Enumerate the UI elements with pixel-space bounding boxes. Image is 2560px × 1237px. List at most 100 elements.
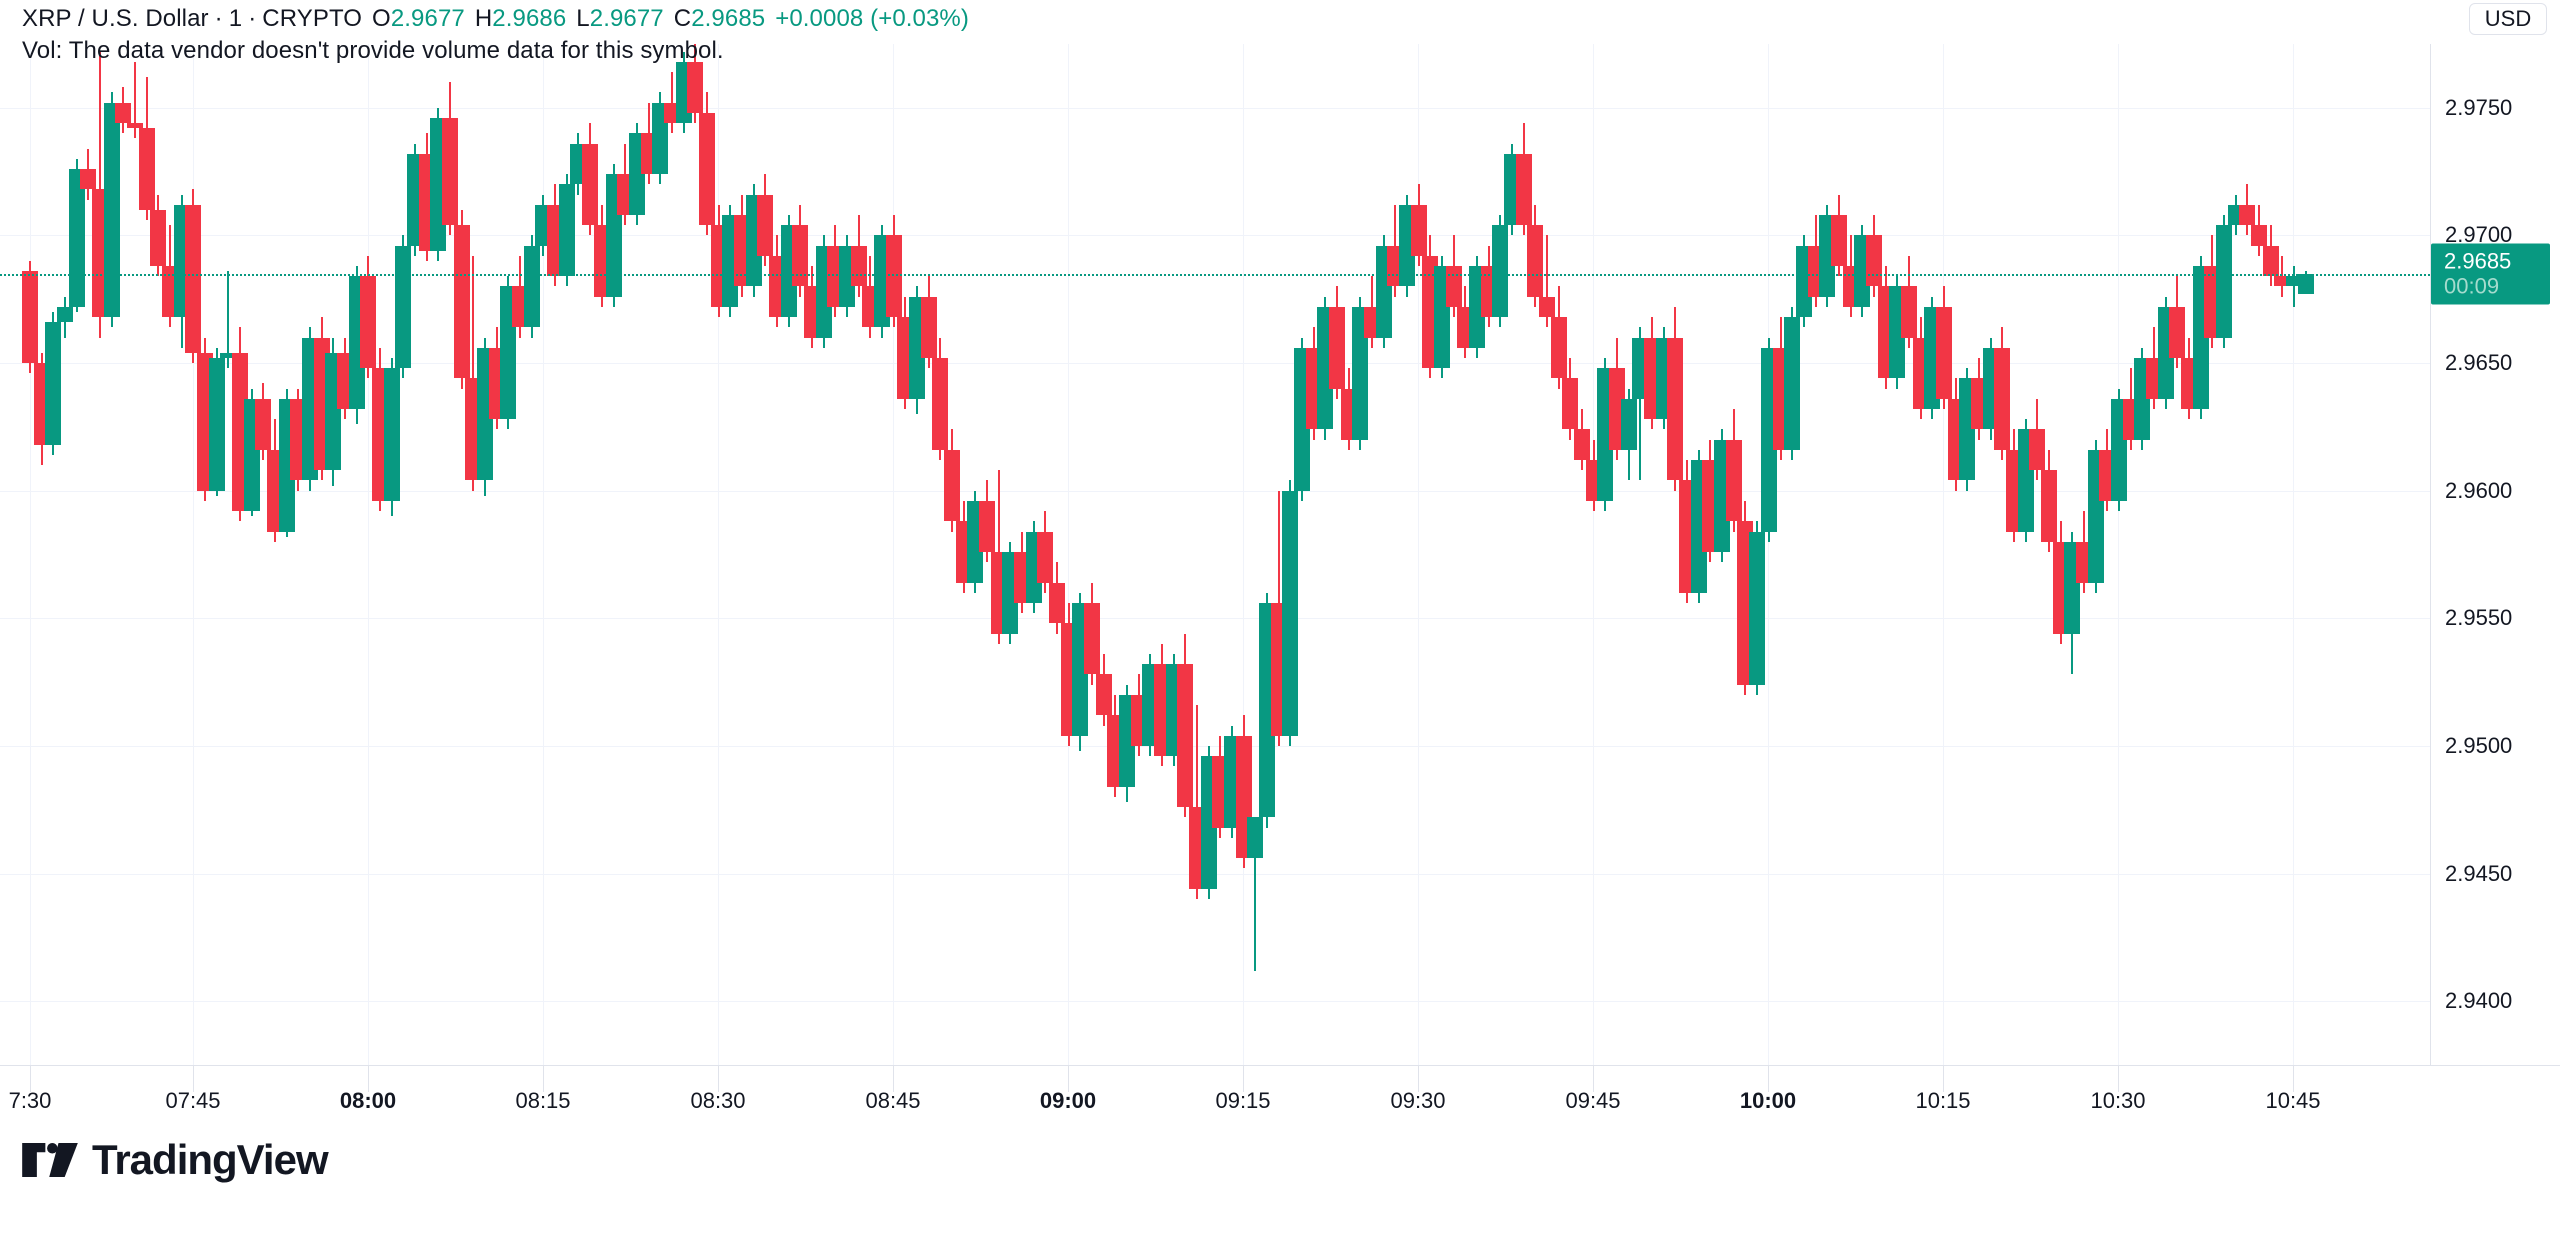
candlestick[interactable] xyxy=(558,44,575,1065)
candlestick[interactable] xyxy=(1445,44,1462,1065)
candlestick[interactable] xyxy=(2040,44,2057,1065)
gridline-horizontal xyxy=(0,1001,2430,1003)
candlestick[interactable] xyxy=(57,44,73,1065)
candlestick[interactable] xyxy=(1515,44,1532,1065)
tradingview-logo-icon xyxy=(22,1143,78,1177)
candlestick[interactable] xyxy=(1247,44,1264,1065)
time-tick-mark xyxy=(30,1066,31,1092)
time-tick-mark xyxy=(1943,1066,1944,1092)
candlestick[interactable] xyxy=(1784,44,1801,1065)
candlestick[interactable] xyxy=(138,44,155,1065)
candlestick[interactable] xyxy=(2285,44,2302,1065)
candlestick[interactable] xyxy=(1282,44,1299,1065)
time-tick-mark xyxy=(1593,1066,1594,1092)
candlestick[interactable] xyxy=(1562,44,1579,1065)
time-axis[interactable]: 7:30 07:45 08:00 08:15 08:30 08:45 09:00 09:15 0… xyxy=(0,1065,2560,1113)
candlestick[interactable] xyxy=(103,44,120,1065)
candlestick[interactable] xyxy=(395,44,412,1065)
candlestick[interactable] xyxy=(127,44,144,1065)
candlestick[interactable] xyxy=(1935,44,1952,1065)
candlestick[interactable] xyxy=(383,44,400,1065)
candlestick[interactable] xyxy=(757,44,774,1065)
candlestick[interactable] xyxy=(978,44,995,1065)
candlestick[interactable] xyxy=(2239,44,2256,1065)
candlestick-body xyxy=(1550,317,1567,379)
tradingview-logo[interactable]: TradingView xyxy=(22,1136,329,1184)
gridline-horizontal xyxy=(0,490,2430,492)
candlestick[interactable] xyxy=(220,44,237,1065)
candlestick[interactable] xyxy=(1574,44,1591,1065)
candlestick[interactable] xyxy=(687,44,704,1065)
candlestick[interactable] xyxy=(932,44,949,1065)
candlestick[interactable] xyxy=(1329,44,1346,1065)
candlestick[interactable] xyxy=(885,44,902,1065)
gridline-vertical xyxy=(1593,44,1594,1065)
candlestick[interactable] xyxy=(1083,44,1100,1065)
candlestick[interactable] xyxy=(1048,44,1065,1065)
candlestick[interactable] xyxy=(1667,44,1684,1065)
candlestick[interactable] xyxy=(1177,44,1194,1065)
symbol-ohlc-line[interactable]: XRP / U.S. Dollar · 1 · CRYPTO O2.9677 H2.9686… xyxy=(22,4,969,34)
candlestick[interactable] xyxy=(698,44,715,1065)
candlestick[interactable] xyxy=(1095,44,1112,1065)
low-value: 2.9677 xyxy=(589,5,664,32)
time-tick-mark xyxy=(2118,1066,2119,1092)
candlestick[interactable] xyxy=(150,44,167,1065)
current-price-badge[interactable]: 2.9685 00:09 xyxy=(2431,243,2550,305)
candlestick[interactable] xyxy=(2250,44,2267,1065)
candlestick[interactable] xyxy=(1550,44,1567,1065)
candlestick[interactable] xyxy=(442,44,459,1065)
candlestick[interactable] xyxy=(453,44,470,1065)
candlestick-body xyxy=(1515,153,1532,226)
candlestick[interactable] xyxy=(850,44,867,1065)
candlestick[interactable] xyxy=(1620,44,1637,1065)
candlestick[interactable] xyxy=(1410,44,1427,1065)
candlestick[interactable] xyxy=(22,44,38,1065)
candlestick[interactable] xyxy=(1492,44,1509,1065)
time-tick-label: 10:30 xyxy=(2090,1088,2146,1113)
candlestick[interactable] xyxy=(1900,44,1917,1065)
time-tick-label: 08:15 xyxy=(515,1088,571,1113)
candlestick[interactable] xyxy=(208,44,225,1065)
candlestick[interactable] xyxy=(2262,44,2279,1065)
candlestick-wick xyxy=(134,61,137,139)
candlestick[interactable] xyxy=(1352,44,1369,1065)
candlestick[interactable] xyxy=(2274,44,2291,1065)
candlestick-wick xyxy=(472,255,475,491)
candlestick[interactable] xyxy=(920,44,937,1065)
candlestick[interactable] xyxy=(115,44,132,1065)
candlestick[interactable] xyxy=(255,44,272,1065)
price-axis[interactable]: 2.9750 2.9700 2.9650 2.9600 2.9550 2.9500 2.94… xyxy=(2430,44,2560,1065)
candlestick-wick xyxy=(1546,235,1549,328)
candlestick[interactable] xyxy=(792,44,809,1065)
candlestick[interactable] xyxy=(1749,44,1766,1065)
candlestick[interactable] xyxy=(68,44,85,1065)
candlestick[interactable] xyxy=(1527,44,1544,1065)
candlestick[interactable] xyxy=(1539,44,1556,1065)
candlestick[interactable] xyxy=(523,44,540,1065)
candlestick[interactable] xyxy=(2029,44,2046,1065)
exchange-label: CRYPTO xyxy=(262,5,363,32)
chart-plot-area[interactable] xyxy=(0,44,2430,1065)
candlestick[interactable] xyxy=(943,44,960,1065)
candlestick[interactable] xyxy=(1037,44,1054,1065)
currency-button[interactable]: USD xyxy=(2469,3,2547,35)
gridline-horizontal xyxy=(0,618,2430,620)
candlestick[interactable] xyxy=(45,44,62,1065)
candlestick-body xyxy=(2250,225,2267,246)
candlestick[interactable] xyxy=(1725,44,1742,1065)
candlestick[interactable] xyxy=(582,44,599,1065)
candlestick[interactable] xyxy=(360,44,377,1065)
candlestick[interactable] xyxy=(1830,44,1847,1065)
low-label: L xyxy=(576,5,590,32)
candlestick[interactable] xyxy=(1994,44,2011,1065)
candlestick[interactable] xyxy=(2169,44,2186,1065)
candlestick[interactable] xyxy=(185,44,202,1065)
candlestick-body xyxy=(1037,531,1054,583)
candlestick[interactable] xyxy=(2297,44,2314,1065)
gridline-vertical xyxy=(30,44,31,1065)
interval-label[interactable]: 1 xyxy=(228,5,243,32)
candlestick[interactable] xyxy=(80,44,97,1065)
candlestick[interactable] xyxy=(2215,44,2232,1065)
symbol-name[interactable]: XRP / U.S. Dollar xyxy=(22,5,209,32)
